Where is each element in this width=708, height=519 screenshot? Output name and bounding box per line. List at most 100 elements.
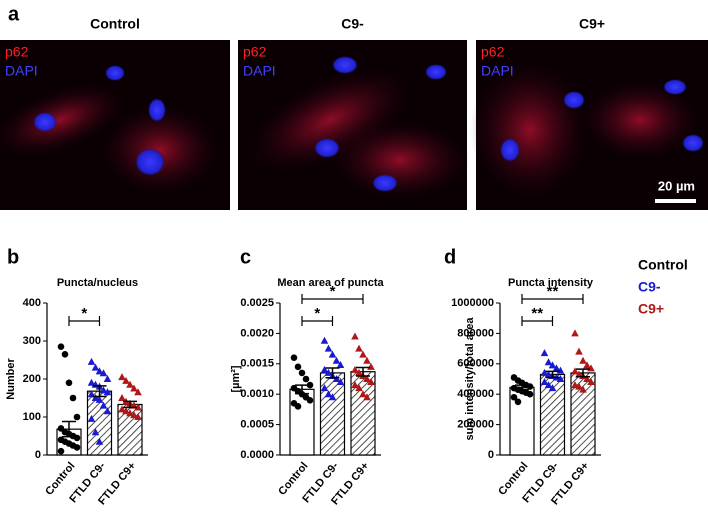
y-tick-label: 1000000 [451,297,494,309]
error-bar [356,366,370,377]
data-point [134,413,142,420]
data-point [65,379,73,387]
data-point [91,394,100,401]
data-point [552,364,561,372]
y-tick-label: 200 [23,373,41,385]
data-point [571,367,579,375]
y-tick-label: 300 [23,335,41,347]
data-point [69,394,77,402]
error-bar [325,367,340,379]
y-tick-label: 800000 [457,327,494,339]
data-point [87,357,96,365]
data-point [103,375,112,382]
data-point [571,381,579,389]
data-point [290,354,298,362]
significance-bracket [301,316,334,326]
y-axis-label: [µm²] [230,365,242,392]
data-point [579,385,587,393]
data-point [91,363,100,371]
panel-letter: c [240,246,251,268]
data-point [130,411,138,419]
significance-label: * [314,305,320,322]
data-point [320,365,329,373]
stain-label: DAPI [243,63,276,79]
data-point [514,398,522,406]
data-point [363,375,371,382]
data-point [556,375,565,382]
data-point [294,363,302,371]
data-point [130,384,138,392]
data-point [118,373,126,381]
data-point [99,369,108,377]
panel-letter: b [7,246,19,268]
y-tick-label: 600000 [457,358,494,370]
data-point [510,393,518,401]
data-point [548,384,557,392]
data-point [544,358,553,366]
significance-bracket [521,294,584,304]
data-point [587,378,595,386]
image-title: C9+ [579,16,605,32]
panel-letter: d [444,246,456,268]
data-point [363,393,371,401]
data-point [332,356,341,364]
data-point [526,390,534,398]
data-point [57,447,65,455]
significance-label: * [81,305,87,322]
data-point [571,329,579,337]
data-point [544,381,553,389]
image-title: Control [90,16,140,32]
data-point [294,403,302,410]
data-point [87,414,96,422]
significance-label: ** [547,283,559,300]
data-point [367,362,375,370]
error-bar [576,368,590,378]
y-tick-label: 400 [23,297,41,309]
micrograph [470,40,708,210]
data-point [324,344,333,352]
chart-title: Mean area of puncta [277,277,384,289]
legend-entry: Control [638,257,688,273]
data-point [579,356,587,364]
data-point [118,394,126,401]
data-point [355,368,363,376]
data-point [122,376,130,384]
y-tick-label: 100 [23,411,41,423]
data-point [134,403,142,411]
data-point [61,351,69,358]
data-point [583,375,591,382]
significance-label: ** [531,305,543,322]
micrograph [238,40,470,210]
data-point [359,350,367,358]
y-tick-label: 0 [35,449,41,461]
data-point [575,370,583,378]
micrograph [0,40,230,210]
data-point [73,413,81,421]
data-point [351,332,359,340]
data-point [99,401,108,409]
data-point [336,378,345,386]
data-point [87,378,96,386]
error-bar [295,384,309,395]
data-point [575,347,583,355]
data-point [324,390,333,398]
error-bar [123,400,137,409]
data-point [57,343,65,351]
y-tick-label: 200000 [457,419,494,431]
stain-label: DAPI [481,63,514,79]
error-bar [545,370,560,379]
y-tick-label: 0.0000 [240,449,274,461]
data-point [540,349,549,357]
data-point [544,370,553,378]
data-point [548,361,557,369]
stain-label: p62 [243,44,267,60]
data-point [103,407,112,415]
y-tick-label: 0.0020 [240,327,274,339]
data-point [583,361,591,369]
data-point [95,437,104,445]
legend-entry: C9- [638,279,661,295]
data-point [306,381,314,389]
y-tick-label: 0.0010 [240,388,274,400]
significance-bracket [521,316,554,326]
